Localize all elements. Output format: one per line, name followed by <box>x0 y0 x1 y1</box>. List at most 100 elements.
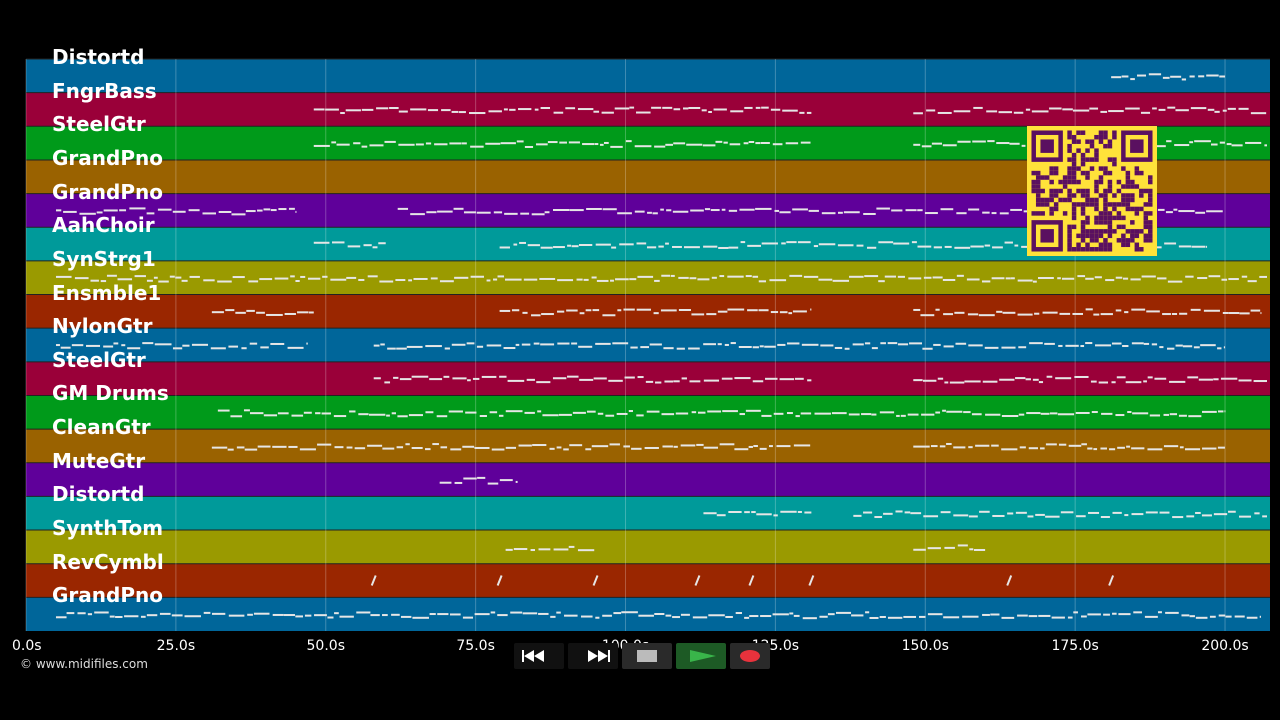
qr-code[interactable] <box>1027 126 1157 256</box>
note <box>973 106 983 109</box>
note <box>1228 278 1239 281</box>
note <box>801 343 819 346</box>
note <box>770 311 779 314</box>
note <box>314 614 327 617</box>
note <box>851 614 864 617</box>
track-lane <box>26 563 1270 598</box>
note <box>738 345 752 348</box>
note <box>358 278 365 281</box>
qr-module <box>1125 242 1131 248</box>
note <box>1167 347 1175 350</box>
qr-module <box>1134 229 1140 234</box>
note <box>1195 511 1201 514</box>
note <box>616 412 628 415</box>
note <box>577 108 594 111</box>
stop-button[interactable] <box>622 643 672 669</box>
note <box>1044 342 1055 345</box>
time-tick-label: 175.0s <box>1051 638 1099 654</box>
note <box>470 145 484 148</box>
qr-module <box>1035 202 1041 207</box>
qr-module <box>1049 166 1054 171</box>
record-button[interactable] <box>730 643 770 669</box>
note <box>263 414 278 417</box>
note <box>361 108 374 111</box>
note <box>644 446 659 449</box>
rewind-button[interactable] <box>514 643 564 669</box>
qr-module <box>1080 152 1086 158</box>
note <box>270 209 277 212</box>
note <box>283 614 295 617</box>
note <box>503 347 516 350</box>
note <box>991 212 997 215</box>
qr-module <box>1071 161 1077 167</box>
note <box>970 245 984 248</box>
fast-forward-button[interactable] <box>568 643 618 669</box>
qr-module <box>1139 188 1144 194</box>
qr-module <box>1049 197 1054 203</box>
note <box>485 142 501 145</box>
note <box>505 278 522 281</box>
qr-module <box>1130 193 1135 198</box>
qr-module <box>1107 157 1113 162</box>
qr-module <box>1094 229 1099 234</box>
fast-forward-icon <box>588 650 610 662</box>
note <box>1072 312 1084 315</box>
note <box>1217 446 1225 449</box>
note <box>290 275 295 278</box>
note <box>926 109 936 112</box>
note <box>225 309 235 312</box>
note <box>664 380 674 383</box>
note <box>1182 345 1193 348</box>
note <box>624 376 635 379</box>
qr-module <box>1053 170 1059 176</box>
note <box>908 277 922 280</box>
qr-module <box>1089 247 1095 252</box>
note <box>585 309 592 312</box>
note <box>780 510 797 513</box>
qr-module <box>1058 197 1063 203</box>
note <box>1175 344 1183 347</box>
qr-module <box>1089 233 1095 239</box>
play-button[interactable] <box>676 643 726 669</box>
track-lane <box>26 361 1270 396</box>
note <box>999 378 1015 381</box>
note <box>405 443 410 446</box>
note <box>488 110 502 113</box>
note <box>971 413 982 416</box>
note <box>752 380 764 383</box>
note <box>727 275 744 278</box>
note <box>673 142 686 145</box>
qr-module <box>1143 224 1149 230</box>
note <box>634 145 652 148</box>
note <box>369 144 384 147</box>
qr-module <box>1107 139 1113 144</box>
note <box>636 242 647 245</box>
note <box>1200 344 1216 347</box>
qr-module <box>1107 202 1113 207</box>
note <box>518 444 532 447</box>
qr-module <box>1107 215 1113 221</box>
qr-module <box>1103 193 1108 198</box>
note <box>1076 515 1086 518</box>
qr-module <box>1148 197 1153 203</box>
note <box>1165 211 1173 214</box>
qr-module <box>1112 215 1117 221</box>
qr-module <box>1085 188 1090 194</box>
note <box>755 207 772 210</box>
note <box>789 274 803 277</box>
note <box>1231 144 1243 147</box>
note <box>795 415 800 418</box>
track-label: NylonGtr <box>52 314 153 339</box>
note <box>789 612 794 615</box>
note <box>1115 309 1122 312</box>
note <box>410 108 427 111</box>
note <box>1038 614 1051 617</box>
note <box>379 280 394 283</box>
qr-module <box>1085 193 1090 198</box>
track-label: SynStrg1 <box>52 246 156 271</box>
note <box>519 241 527 244</box>
note <box>172 210 186 213</box>
note <box>701 109 707 112</box>
note <box>710 209 720 212</box>
note <box>439 481 452 484</box>
